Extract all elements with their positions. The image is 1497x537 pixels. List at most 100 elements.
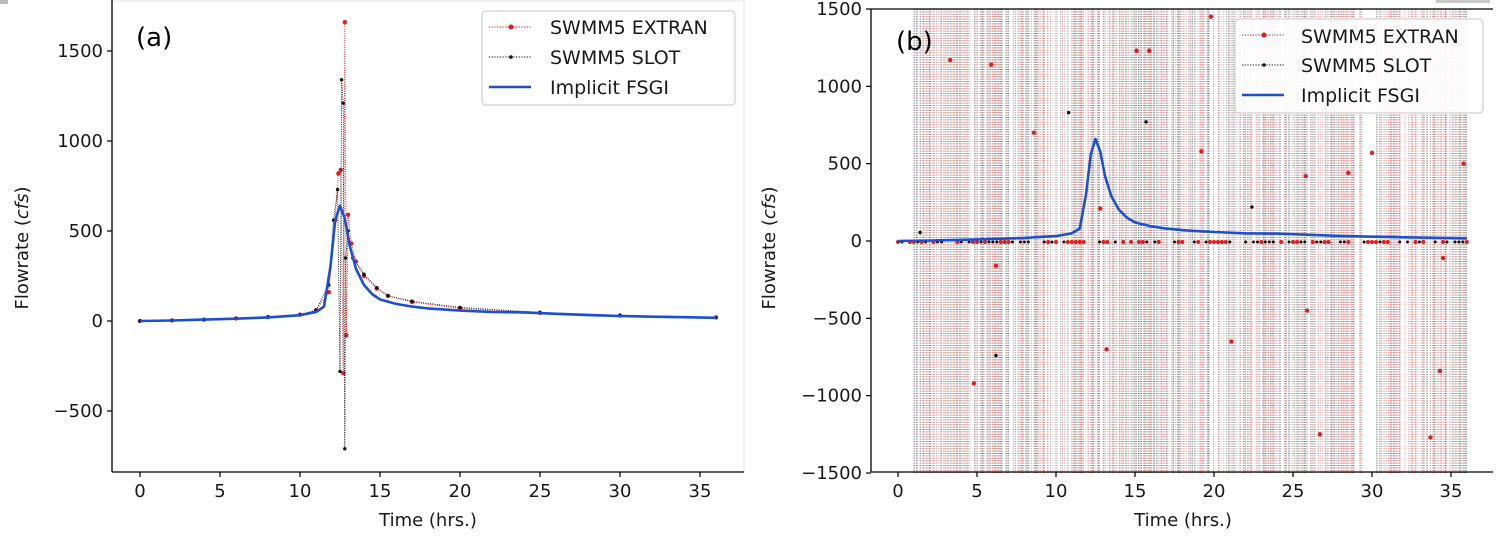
series-marker-slot [1098, 240, 1101, 244]
series-marker-slot [343, 256, 348, 260]
series-marker-extran [1374, 240, 1378, 244]
series-marker-slot [1457, 240, 1461, 244]
x-tick-label: 0 [892, 481, 903, 502]
series-marker-slot [1022, 240, 1026, 244]
ylabel-suffix: ) [759, 186, 780, 193]
series-marker-slot [1026, 240, 1030, 244]
y-tick-label: −1500 [801, 463, 862, 484]
series-marker-extran [1216, 240, 1220, 244]
panel-a-ticks: 0 5 10 15 20 25 30 35 −500 0 500 1000 1500 [54, 41, 712, 502]
series-marker-slot [991, 240, 995, 244]
series-marker-extran [1081, 240, 1086, 244]
series-marker-extran [1105, 240, 1110, 244]
x-tick-label: 15 [1124, 481, 1147, 502]
y-tick-label: −500 [54, 401, 103, 422]
series-marker-slot [1244, 240, 1248, 244]
series-marker-extran [1322, 240, 1327, 244]
series-marker-slot [995, 240, 999, 244]
x-tick-label: 20 [449, 481, 472, 502]
series-marker-slot [1042, 240, 1046, 244]
legend-extran-marker [1261, 32, 1267, 38]
corner-artifact-right [1436, 0, 1490, 3]
series-marker-slot [987, 240, 991, 244]
series-marker-extran [1054, 240, 1058, 244]
ylabel-suffix: ) [12, 186, 33, 193]
series-marker-slot [1315, 240, 1319, 244]
y-tick-label: −500 [813, 308, 862, 329]
series-marker-extran [989, 62, 994, 67]
series-marker-extran [338, 167, 343, 172]
ylabel-unit: cfs [12, 194, 33, 220]
series-marker-extran [1098, 206, 1103, 211]
legend-slot-label: SWMM5 SLOT [550, 47, 681, 69]
x-tick-label: 10 [1045, 481, 1068, 502]
legend-fsgi-label: Implicit FSGI [1301, 85, 1420, 107]
x-tick-label: 0 [134, 481, 145, 502]
panel-a-legend-box [481, 10, 736, 106]
series-marker-extran [1381, 240, 1386, 244]
x-tick-label: 30 [609, 481, 632, 502]
y-tick-label: 1500 [57, 41, 103, 62]
series-marker-extran [1229, 339, 1234, 344]
series-marker-slot [1342, 240, 1346, 244]
series-marker-slot [335, 187, 340, 192]
series-marker-extran [1069, 240, 1074, 244]
series-marker-extran [1437, 368, 1443, 374]
series-marker-slot [1287, 240, 1291, 244]
panel-b-legend: SWMM5 EXTRAN SWMM5 SLOT Implicit FSGI [1234, 18, 1484, 114]
series-marker-extran [1428, 435, 1433, 440]
series-marker-extran [1385, 240, 1390, 244]
series-marker-slot [339, 78, 344, 82]
series-marker-extran [1104, 347, 1109, 352]
series-line-fsgi [897, 137, 1467, 243]
series-marker-extran [344, 333, 349, 338]
series-marker-slot [1417, 240, 1421, 244]
x-tick-label: 35 [689, 481, 712, 502]
series-marker-slot [1228, 240, 1232, 244]
series-marker-extran [1413, 240, 1418, 244]
panel-b-x-axis-label: Time (hrs.) [1133, 510, 1232, 531]
series-marker-extran [982, 240, 987, 244]
series-marker-extran [1046, 240, 1051, 244]
series-marker-slot [1406, 240, 1409, 244]
series-marker-slot [979, 240, 983, 244]
ylabel-prefix: Flowrate ( [759, 219, 780, 309]
x-tick-label: 5 [971, 481, 982, 502]
series-marker-extran [1208, 240, 1212, 244]
y-tick-label: 0 [92, 311, 103, 332]
y-tick-label: 0 [851, 231, 862, 252]
series-marker-slot [1267, 240, 1271, 244]
series-marker-extran [336, 171, 341, 176]
y-tick-label: 1500 [816, 0, 862, 20]
x-tick-label: 15 [369, 481, 392, 502]
series-marker-slot [1011, 240, 1014, 244]
x-tick-label: 20 [1203, 481, 1226, 502]
series-marker-slot [386, 294, 390, 298]
series-marker-extran [1077, 240, 1082, 244]
series-marker-extran [947, 57, 953, 63]
panel-a: 0 5 10 15 20 25 30 35 −500 0 500 1000 1500 (a) Time … [12, 0, 745, 531]
series-marker-slot [362, 272, 366, 276]
legend-slot-marker [1262, 63, 1266, 67]
series-marker-slot [375, 286, 379, 290]
series-marker-extran [1196, 240, 1201, 244]
series-marker-slot [1250, 205, 1254, 209]
series-marker-extran [1219, 240, 1224, 244]
x-tick-label: 5 [214, 481, 225, 502]
series-marker-slot [959, 240, 963, 244]
series-marker-slot [1113, 240, 1117, 244]
series-marker-slot [1173, 240, 1176, 244]
legend-extran-label: SWMM5 EXTRAN [1301, 26, 1459, 48]
series-marker-slot [1433, 240, 1437, 244]
panel-a-legend: SWMM5 EXTRAN SWMM5 SLOT Implicit FSGI [481, 10, 736, 106]
series-marker-extran [1176, 240, 1181, 244]
series-marker-slot [1062, 240, 1066, 244]
series-marker-extran [1223, 240, 1228, 244]
series-marker-extran [1461, 161, 1466, 166]
series-marker-extran [1199, 149, 1204, 154]
series-marker-extran [1065, 240, 1070, 244]
series-marker-extran [993, 263, 999, 268]
series-marker-extran [1346, 170, 1351, 176]
series-marker-slot [1256, 240, 1259, 244]
legend-fsgi-label: Implicit FSGI [550, 77, 669, 99]
